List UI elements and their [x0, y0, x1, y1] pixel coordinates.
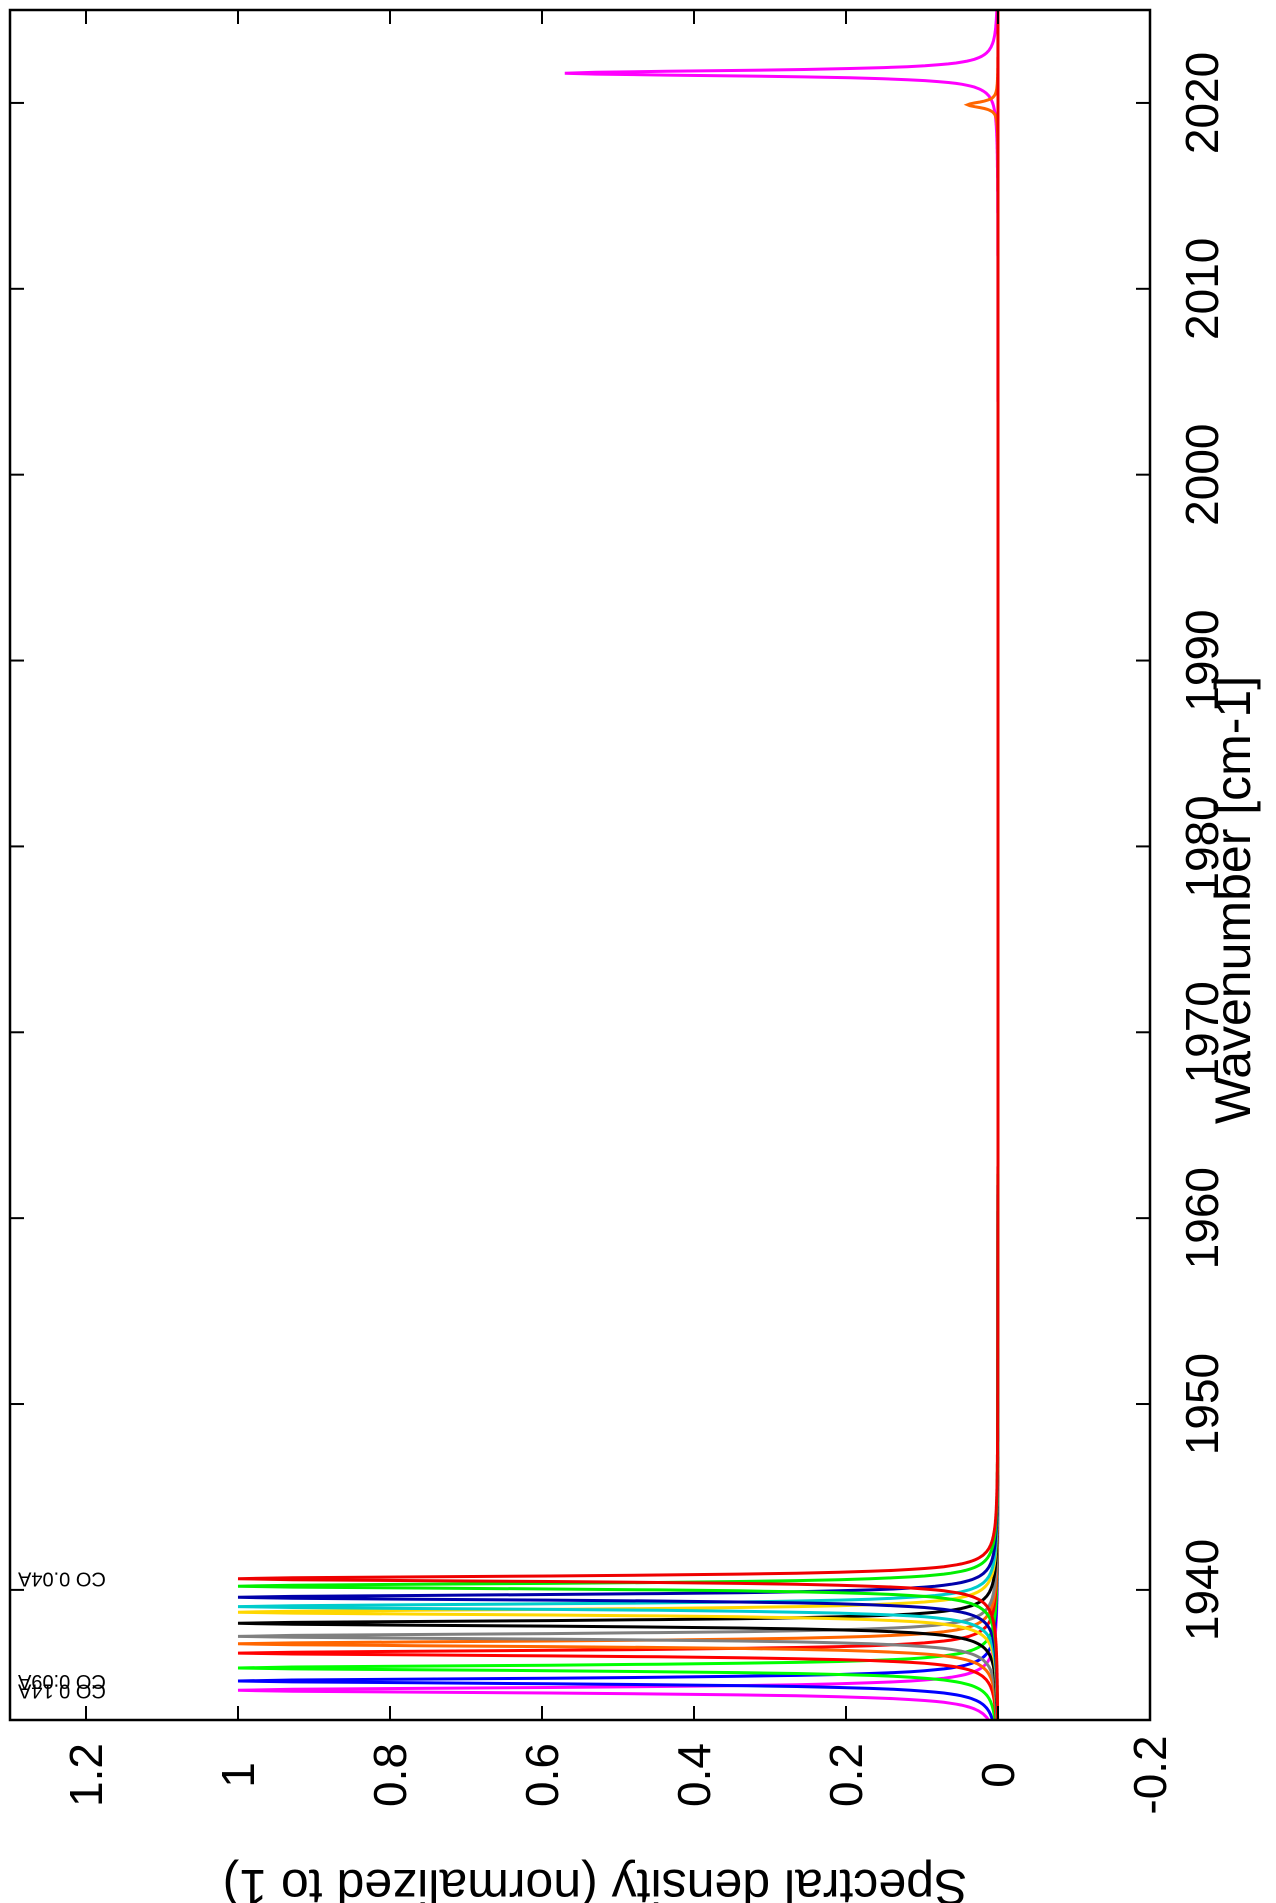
series-layer	[237, 9, 1000, 1721]
legend-label: CO 0.14A	[17, 1679, 105, 1701]
y-tick-label: -0.2	[1124, 1735, 1176, 1814]
x-axis-label: Wavenumber [cm-1]	[1205, 676, 1261, 1124]
y-tick-label: 0.8	[364, 1743, 416, 1807]
series-line-11	[237, 10, 1000, 1720]
y-axis-label: Spectral density (normalized to 1)	[223, 1859, 968, 1903]
series-line-5	[237, 10, 1000, 1720]
plot-frame	[8, 8, 1152, 1722]
y-tick-label: 0	[972, 1762, 1024, 1788]
series-line-6	[237, 10, 1000, 1720]
x-tick-label: 1940	[1176, 1539, 1228, 1641]
series-line-7	[237, 10, 1000, 1720]
series-line-9	[237, 10, 1000, 1720]
y-axis-ticks: -0.2 0 0.2 0.4 0.6 0.8 1 1.2	[60, 10, 1176, 1815]
x-tick-label: 2010	[1176, 238, 1228, 340]
y-tick-label: 1	[212, 1762, 264, 1788]
x-tick-label: 1970	[1176, 981, 1228, 1083]
x-tick-label: 2000	[1176, 424, 1228, 526]
x-tick-label: 2020	[1176, 52, 1228, 154]
legend-label: CO 0.04A	[17, 1568, 105, 1590]
x-tick-label: 1980	[1176, 795, 1228, 897]
series-line-10	[237, 10, 1000, 1720]
y-tick-label: 0.2	[820, 1743, 872, 1807]
x-tick-label: 1950	[1176, 1353, 1228, 1455]
series-line-8	[237, 10, 1000, 1720]
x-axis-ticks: 1940 1950 1960 1970 1980 1990 2000 2010 2020	[10, 52, 1228, 1641]
series-line-0	[237, 9, 1000, 1721]
x-tick-label: 1960	[1176, 1167, 1228, 1269]
series-line-3	[237, 10, 1000, 1720]
y-tick-label: 0.6	[516, 1743, 568, 1807]
y-tick-label: 0.4	[668, 1743, 720, 1807]
series-line-4	[237, 10, 1000, 1720]
series-line-2	[237, 10, 1000, 1721]
x-tick-label: 1990	[1176, 609, 1228, 711]
legend-label: CO 0.09A	[17, 1670, 105, 1692]
y-tick-label: 1.2	[60, 1743, 112, 1807]
series-line-1	[237, 10, 1000, 1721]
